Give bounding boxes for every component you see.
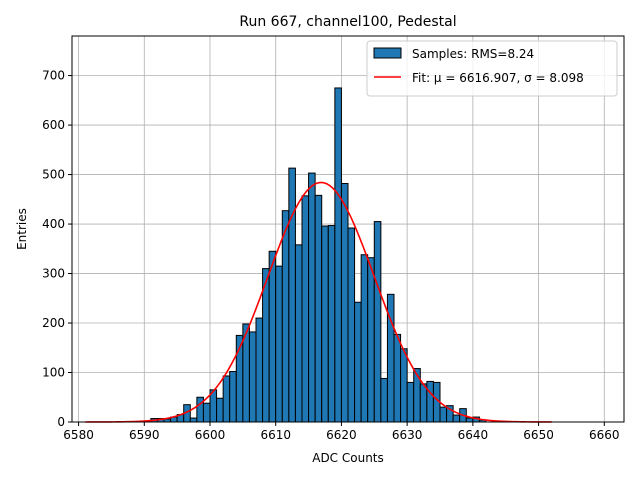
x-tick-label: 6590 bbox=[129, 428, 160, 442]
x-tick-label: 6630 bbox=[392, 428, 423, 442]
x-axis-ticks: 6580 6590 6600 6610 6620 6630 6640 6650 6660 bbox=[63, 422, 620, 442]
x-tick-label: 6580 bbox=[63, 428, 94, 442]
x-tick-label: 6610 bbox=[260, 428, 291, 442]
histogram-bar bbox=[308, 172, 316, 423]
histogram-bar bbox=[314, 194, 323, 423]
histogram-bar bbox=[268, 250, 277, 423]
histogram-bar bbox=[393, 333, 402, 423]
histogram-bar bbox=[373, 221, 382, 423]
fit-curve-layer bbox=[85, 181, 552, 423]
y-tick-label: 500 bbox=[42, 168, 65, 182]
histogram-bar bbox=[380, 377, 388, 423]
legend: Samples: RMS=8.24 Fit: μ = 6616.907, σ =… bbox=[366, 40, 618, 97]
histogram-bar bbox=[262, 268, 270, 423]
y-tick-label: 400 bbox=[42, 217, 65, 231]
y-tick-label: 700 bbox=[42, 69, 65, 83]
histogram-bar bbox=[202, 402, 211, 423]
x-tick-label: 6660 bbox=[589, 428, 620, 442]
histogram-bar bbox=[301, 195, 310, 423]
histogram-bar bbox=[400, 348, 408, 423]
histogram-bar bbox=[255, 317, 264, 423]
y-axis-label: Entries bbox=[15, 208, 29, 250]
histogram-bar bbox=[354, 301, 362, 423]
y-tick-label: 300 bbox=[42, 267, 65, 281]
histogram-bar bbox=[334, 87, 342, 423]
histogram-bar bbox=[452, 414, 461, 423]
y-tick-label: 0 bbox=[57, 415, 65, 429]
histogram-bar bbox=[321, 225, 329, 423]
histogram-bar bbox=[222, 375, 231, 423]
y-axis-ticks: 0 100 200 300 400 500 600 700 bbox=[42, 69, 72, 429]
histogram-bar bbox=[419, 383, 428, 423]
histogram-bar bbox=[367, 257, 375, 423]
histogram-bar bbox=[281, 210, 290, 423]
histogram-bar bbox=[340, 182, 349, 423]
x-tick-label: 6620 bbox=[326, 428, 357, 442]
histogram-bar bbox=[294, 244, 303, 423]
histogram-bar bbox=[275, 265, 283, 423]
histogram-bar bbox=[189, 417, 198, 423]
y-tick-label: 200 bbox=[42, 316, 65, 330]
y-tick-label: 600 bbox=[42, 118, 65, 132]
y-tick-label: 100 bbox=[42, 366, 65, 380]
legend-box bbox=[366, 40, 618, 97]
histogram-bars bbox=[150, 87, 487, 423]
legend-label-fit: Fit: μ = 6616.907, σ = 8.098 bbox=[412, 71, 584, 85]
histogram-bar bbox=[229, 371, 237, 423]
histogram-bar bbox=[248, 331, 257, 423]
x-tick-label: 6640 bbox=[458, 428, 489, 442]
histogram-bar bbox=[196, 396, 204, 423]
histogram-bar bbox=[465, 417, 474, 423]
fit-curve bbox=[85, 181, 552, 423]
histogram-bar bbox=[413, 368, 421, 423]
histogram-bar bbox=[327, 225, 336, 423]
histogram-bar bbox=[360, 254, 369, 423]
histogram-bar bbox=[288, 167, 296, 423]
chart-title: Run 667, channel100, Pedestal bbox=[239, 14, 456, 30]
legend-swatch-samples bbox=[373, 47, 402, 59]
histogram-bar bbox=[439, 406, 448, 423]
x-axis-label: ADC Counts bbox=[312, 451, 384, 465]
plot-frame bbox=[71, 35, 625, 423]
histogram-bar bbox=[216, 397, 224, 423]
x-tick-label: 6650 bbox=[523, 428, 554, 442]
legend-label-samples: Samples: RMS=8.24 bbox=[412, 47, 534, 61]
x-tick-label: 6600 bbox=[195, 428, 226, 442]
histogram-bar bbox=[406, 381, 415, 423]
histogram-bar bbox=[426, 380, 434, 423]
histogram-bar bbox=[347, 227, 356, 423]
